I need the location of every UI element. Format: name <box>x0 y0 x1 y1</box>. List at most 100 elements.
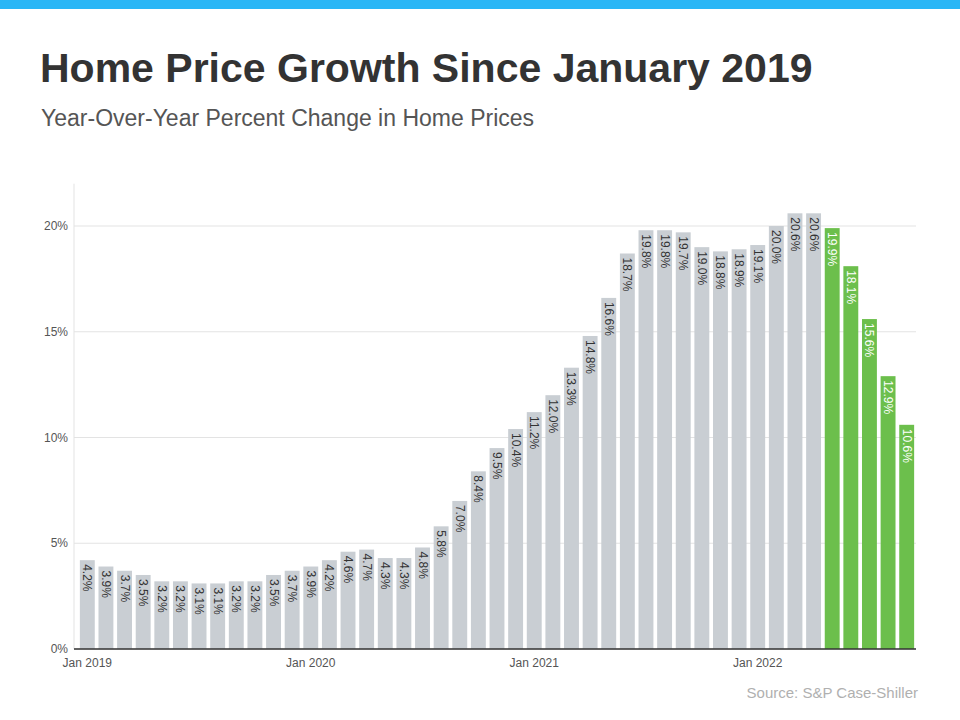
data-label: 10.6% <box>900 429 914 463</box>
bar <box>899 425 914 649</box>
bars <box>80 213 914 649</box>
data-label: 19.1% <box>751 249 765 283</box>
bar <box>229 581 244 649</box>
bar <box>694 247 709 649</box>
data-label: 9.5% <box>490 452 504 480</box>
bar <box>359 550 374 649</box>
bar <box>769 226 784 649</box>
bar <box>639 230 654 649</box>
data-label: 3.2% <box>248 585 262 613</box>
bar <box>471 471 486 649</box>
bar <box>527 412 542 649</box>
bar <box>210 583 225 649</box>
bar <box>788 213 803 649</box>
data-label: 3.2% <box>229 585 243 613</box>
data-label: 18.7% <box>620 257 634 291</box>
data-label: 20.6% <box>788 217 802 251</box>
y-tick-label: 15% <box>44 325 68 339</box>
source: Source: S&P Case-Shiller <box>747 684 918 701</box>
data-label: 4.8% <box>416 551 430 579</box>
data-label: 18.1% <box>844 270 858 304</box>
data-label: 10.4% <box>509 433 523 467</box>
data-label: 19.0% <box>695 251 709 285</box>
data-label: 4.7% <box>360 554 374 582</box>
bar <box>117 571 132 649</box>
data-label: 5.8% <box>434 530 448 558</box>
data-label: 4.3% <box>397 562 411 590</box>
data-label: 12.9% <box>881 380 895 414</box>
y-tick-label: 0% <box>51 642 69 656</box>
bar <box>676 232 691 649</box>
bar <box>732 249 747 649</box>
bar <box>266 575 281 649</box>
y-tick-label: 10% <box>44 431 68 445</box>
bar <box>322 560 337 649</box>
data-label: 4.2% <box>80 564 94 592</box>
bar <box>806 213 821 649</box>
data-label: 3.1% <box>211 587 225 615</box>
bar <box>80 560 95 649</box>
bar <box>601 298 616 649</box>
bar <box>173 581 188 649</box>
data-label: 4.2% <box>322 564 336 592</box>
bar <box>434 526 449 649</box>
bar <box>564 368 579 649</box>
data-label: 4.3% <box>378 562 392 590</box>
grid-line <box>74 649 916 650</box>
bar <box>490 448 505 649</box>
bar <box>378 558 393 649</box>
data-label: 11.2% <box>527 416 541 449</box>
bar <box>154 581 169 649</box>
bar <box>862 319 877 649</box>
data-label: 18.9% <box>732 253 746 287</box>
bar <box>247 581 262 649</box>
bar <box>750 245 765 649</box>
bar <box>285 571 300 649</box>
data-label: 19.8% <box>639 234 653 268</box>
bar <box>881 376 896 649</box>
background <box>0 0 960 720</box>
bar <box>825 228 840 649</box>
data-label: 15.6% <box>862 323 876 357</box>
data-label: 3.2% <box>173 585 187 613</box>
bar <box>136 575 151 649</box>
bar <box>452 501 467 649</box>
bar <box>713 251 728 649</box>
data-label: 13.3% <box>564 372 578 406</box>
data-label: 3.9% <box>304 571 318 599</box>
data-label: 20.6% <box>807 217 821 251</box>
x-axis-line <box>74 648 916 650</box>
bar <box>508 429 523 649</box>
data-label: 4.6% <box>341 556 355 584</box>
bar <box>98 567 113 649</box>
bar <box>341 552 356 649</box>
data-label: 20.0% <box>769 230 783 264</box>
data-label: 14.8% <box>583 340 597 374</box>
top-stripe <box>0 0 960 9</box>
data-label: 3.7% <box>285 575 299 603</box>
y-tick-label: 5% <box>51 536 69 550</box>
data-label: 19.9% <box>825 232 839 266</box>
x-tick-label: Jan 2020 <box>286 656 336 670</box>
bar <box>192 583 207 649</box>
bar <box>396 558 411 649</box>
x-tick-label: Jan 2019 <box>63 656 113 670</box>
bar <box>545 395 560 649</box>
data-label: 19.8% <box>658 234 672 268</box>
data-label: 3.1% <box>192 587 206 615</box>
data-label: 3.7% <box>118 575 132 603</box>
x-tick-label: Jan 2021 <box>510 656 560 670</box>
bar <box>415 547 430 649</box>
data-label: 12.0% <box>546 399 560 433</box>
data-label: 3.9% <box>99 571 113 599</box>
bar <box>843 266 858 649</box>
title: Home Price Growth Since January 2019 <box>40 45 813 91</box>
data-label: 16.6% <box>602 302 616 336</box>
data-label: 19.7% <box>676 236 690 270</box>
data-label: 3.5% <box>267 579 281 607</box>
y-axis-line <box>74 184 75 649</box>
data-label: 3.5% <box>136 579 150 607</box>
bar <box>583 336 598 649</box>
chart: Home Price Growth Since January 2019Year… <box>0 0 960 720</box>
data-label: 8.4% <box>471 475 485 503</box>
